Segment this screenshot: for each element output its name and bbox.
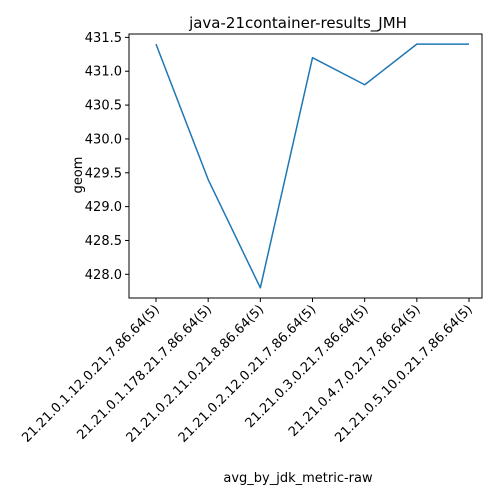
y-tick-label: 429.0 — [85, 200, 122, 215]
y-tick-label: 430.5 — [85, 99, 122, 114]
plot-frame — [128, 33, 483, 299]
y-tick-label: 431.5 — [85, 31, 122, 46]
y-tick-label: 429.5 — [85, 166, 122, 181]
y-tick-label: 430.0 — [85, 132, 122, 147]
y-axis-title: geom — [71, 157, 86, 194]
y-tick-label: 428.0 — [85, 268, 122, 283]
x-axis-title: avg_by_jdk_metric-raw — [223, 471, 373, 486]
y-tick-label: 431.0 — [85, 65, 122, 80]
chart-title: java-21container-results_JMH — [188, 14, 407, 33]
y-tick-label: 428.5 — [85, 234, 122, 249]
series-line — [155, 43, 469, 289]
